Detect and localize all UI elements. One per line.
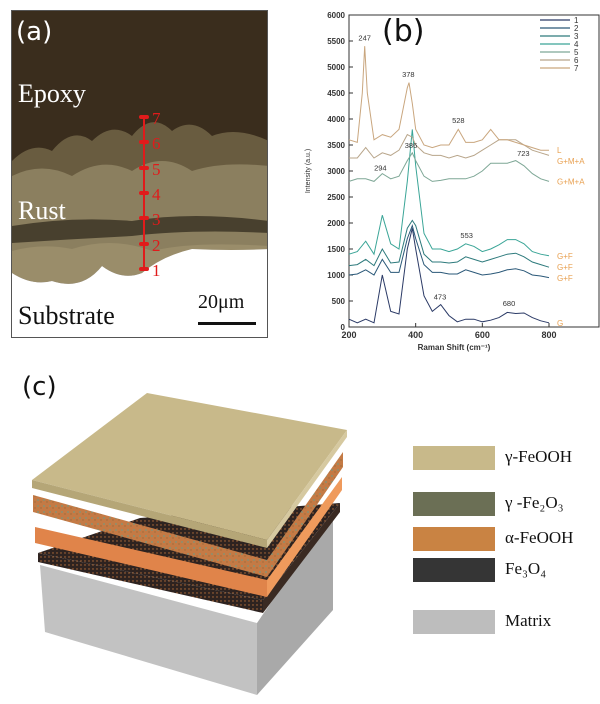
peak-label: 553 [460,231,473,240]
legend-label: α-FeOOH [505,528,574,547]
legend-label: 5 [574,48,579,57]
panel-a-label: (a) [16,17,53,47]
peak-label: 723 [517,149,530,158]
series-line-1 [348,228,550,324]
measurement-point-label: 7 [152,109,161,128]
series-line-5 [348,151,550,182]
substrate-label: Substrate [18,301,115,330]
raman-spectra-chart: 0 500 1000 1500 2000 2500 3000 3500 4000 4500 5000… [305,11,600,352]
legend-swatch [413,527,495,551]
x-tick-label: 200 [341,330,356,340]
measurement-point-label: 3 [152,210,161,230]
matrix-block [40,512,333,695]
y-tick-label: 5500 [327,37,345,46]
y-axis-label: Intensity (a.u.) [305,149,312,193]
y-tick-label: 4500 [327,89,345,98]
y-tick-label: 1000 [327,271,345,280]
micrograph-image [12,11,267,337]
peak-label: 294 [374,164,387,173]
phase-label: G+F [557,252,573,261]
measurement-point-label: 2 [152,235,161,255]
y-tick-label: 1500 [327,245,345,254]
series-line-6 [349,133,550,159]
peak-label: 528 [452,116,465,125]
gamma-fe2o3-layer [33,452,343,577]
legend-label: 1 [574,16,579,25]
measurement-point-marker [139,115,149,119]
measurement-point-label: 4 [152,185,161,204]
phase-label: L [557,146,562,155]
measurement-point-marker [139,165,149,170]
measurement-point-label: 5 [152,159,161,179]
measurement-point-label: 6 [152,134,161,154]
series-line-7 [348,46,549,151]
epoxy-label: Epoxy [18,79,86,108]
series-line-3 [348,219,550,268]
layer-stack-diagram [32,393,347,695]
phase-label: G+F [557,274,573,283]
alpha-feooh-layer [35,477,342,597]
peak-label: 378 [402,70,415,79]
measurement-point-marker [139,140,149,145]
legend-label: Fe₃O₄ [505,559,547,578]
series-line-4 [348,129,550,257]
panel-b-label: (b) [382,14,425,49]
legend-swatch [413,446,495,470]
legend-label: 4 [574,40,579,49]
y-tick-label: 2500 [327,193,345,202]
measurement-point-marker [139,267,149,271]
legend-label: Matrix [505,611,552,630]
series-line-2 [348,223,550,279]
measurement-point-marker [139,216,149,221]
micrograph-panel: (a) Epoxy Rust Substrate 20μm 1 2 3 4 5 6 7 [11,10,268,338]
legend-label: 2 [574,24,579,33]
phase-label: G [557,319,563,328]
measurement-point-marker [139,241,149,246]
gamma-feooh-layer [32,393,347,548]
y-tick-label: 5000 [327,63,345,72]
legend-label: 3 [574,32,579,41]
scale-bar [198,322,256,325]
y-tick-label: 500 [332,297,346,306]
y-tick-label: 3500 [327,141,345,150]
measurement-point-label: 1 [152,261,161,280]
x-tick-label: 600 [475,330,490,340]
legend-label: 6 [574,56,579,65]
y-tick-label: 0 [341,323,346,332]
y-tick-label: 4000 [327,115,345,124]
peak-label: 473 [434,293,447,302]
legend-label: γ -Fe₂O₃ [505,493,564,512]
legend-swatch [413,610,495,634]
peak-label: 680 [503,299,516,308]
phase-label: G+M+A [557,157,585,166]
y-tick-label: 6000 [327,11,345,20]
legend-swatch [413,558,495,582]
x-axis-label: Raman Shift (cm⁻¹) [418,343,491,352]
phase-label: G+M+A [557,177,585,186]
peak-label: 247 [358,34,371,43]
x-tick-label: 800 [541,330,556,340]
legend-label: 7 [574,64,579,73]
phase-label: G+F [557,263,573,272]
scale-bar-label: 20μm [198,291,245,313]
rust-label: Rust [18,196,66,225]
legend-label: γ-FeOOH [505,447,573,466]
x-tick-label: 400 [408,330,423,340]
peak-label: 386 [405,141,418,150]
legend-swatch [413,492,495,516]
y-tick-label: 3000 [327,167,345,176]
y-tick-label: 2000 [327,219,345,228]
measurement-point-marker [139,191,149,195]
panel-c-label: (c) [22,372,57,402]
